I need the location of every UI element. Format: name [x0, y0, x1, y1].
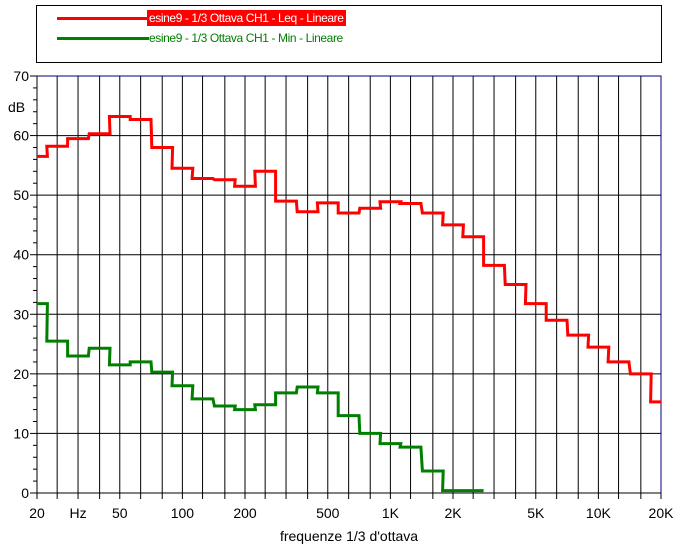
legend-item-leq: esine9 - 1/3 Ottava CH1 - Leq - Lineare — [37, 10, 661, 26]
chart-legend: esine9 - 1/3 Ottava CH1 - Leq - Lineare … — [36, 5, 662, 63]
y-tick-label: 40 — [13, 247, 29, 263]
y-axis: 0 10 20 30 40 50 60 70 — [13, 68, 38, 501]
x-axis-title: frequenze 1/3 d'ottava — [280, 528, 418, 544]
x-tick-label: 50 — [112, 505, 128, 521]
y-axis-title: dB — [8, 99, 25, 115]
legend-swatch-leq — [57, 17, 149, 20]
x-tick-label: 100 — [171, 505, 195, 521]
legend-label-min: esine9 - 1/3 Ottava CH1 - Min - Lineare — [149, 31, 343, 45]
x-tick-label: Hz — [69, 505, 86, 521]
x-tick-label: 10K — [586, 505, 612, 521]
x-tick-label: 20 — [29, 505, 45, 521]
legend-label-leq: esine9 - 1/3 Ottava CH1 - Leq - Lineare — [147, 10, 346, 26]
y-tick-label: 10 — [13, 425, 29, 441]
x-tick-label: 1K — [382, 505, 400, 521]
y-tick-label: 60 — [13, 128, 29, 144]
y-tick-label: 70 — [13, 68, 29, 84]
series-line-min — [37, 302, 484, 493]
y-tick-label: 20 — [13, 366, 29, 382]
y-tick-label: 30 — [13, 306, 29, 322]
legend-item-min: esine9 - 1/3 Ottava CH1 - Min - Lineare — [37, 30, 661, 46]
series-group — [37, 115, 661, 493]
x-tick-label: 2K — [444, 505, 462, 521]
x-tick-label: 5K — [527, 505, 545, 521]
series-line-leq — [37, 115, 661, 404]
x-tick-label: 500 — [316, 505, 340, 521]
x-axis: 20 Hz 50 100 200 500 1K 2K 5K 10K 20K — [29, 492, 675, 521]
y-tick-label: 0 — [21, 485, 29, 501]
x-tick-label: 200 — [233, 505, 257, 521]
x-tick-label: 20K — [649, 505, 675, 521]
chart-grid — [36, 75, 662, 494]
y-tick-label: 50 — [13, 187, 29, 203]
legend-swatch-min — [57, 37, 149, 40]
